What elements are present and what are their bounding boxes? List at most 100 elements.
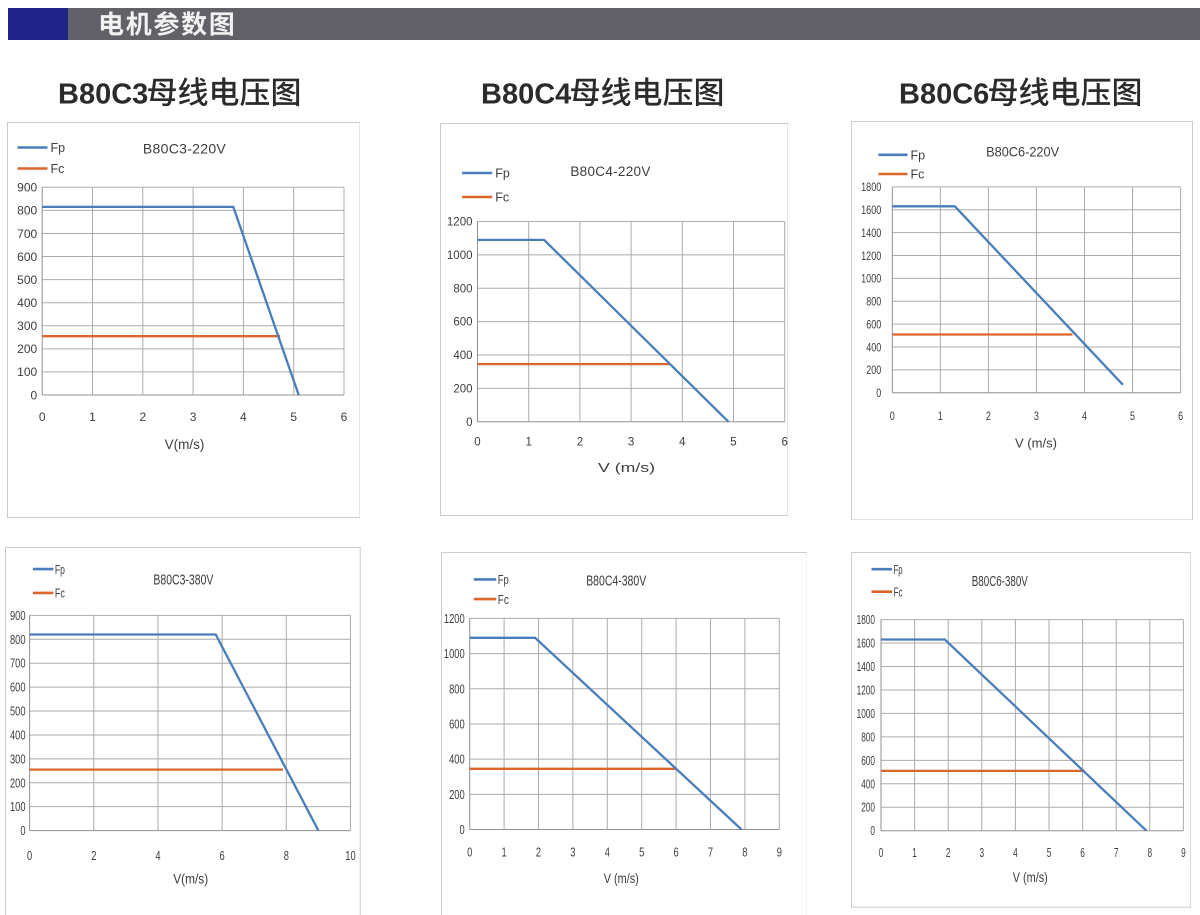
svg-text:6: 6	[673, 845, 678, 859]
svg-text:100: 100	[17, 365, 37, 379]
svg-text:6: 6	[340, 410, 347, 424]
svg-text:5: 5	[290, 410, 297, 424]
svg-text:V(m/s): V(m/s)	[173, 871, 208, 887]
svg-text:B80C6-220V: B80C6-220V	[986, 143, 1060, 159]
svg-text:B80C4-380V: B80C4-380V	[586, 573, 646, 589]
svg-text:3: 3	[627, 437, 633, 449]
svg-text:400: 400	[10, 729, 26, 743]
svg-text:4: 4	[155, 849, 160, 863]
svg-text:0: 0	[890, 409, 895, 423]
svg-text:1200: 1200	[861, 248, 881, 262]
svg-text:800: 800	[10, 633, 26, 647]
svg-text:600: 600	[453, 317, 472, 329]
svg-text:4: 4	[1013, 846, 1018, 860]
svg-text:900: 900	[17, 181, 37, 195]
svg-text:2: 2	[986, 409, 991, 423]
svg-text:0: 0	[27, 849, 32, 863]
svg-text:Fc: Fc	[497, 591, 508, 606]
svg-text:700: 700	[10, 657, 26, 671]
svg-text:0: 0	[876, 386, 881, 400]
svg-text:10: 10	[345, 849, 355, 863]
svg-text:B80C4: B80C4	[481, 79, 571, 111]
svg-text:Fp: Fp	[50, 141, 65, 155]
svg-text:600: 600	[449, 717, 465, 731]
svg-text:4: 4	[679, 437, 686, 449]
svg-text:1000: 1000	[861, 271, 881, 285]
svg-text:V (m/s): V (m/s)	[1015, 435, 1057, 450]
svg-text:0: 0	[30, 388, 37, 402]
svg-text:B80C4-220V: B80C4-220V	[570, 164, 650, 179]
svg-text:200: 200	[10, 777, 26, 791]
svg-text:4: 4	[1082, 409, 1087, 423]
svg-text:B80C6: B80C6	[899, 79, 989, 111]
svg-text:4: 4	[240, 410, 247, 424]
svg-text:B80C6-380V: B80C6-380V	[971, 574, 1027, 590]
svg-text:8: 8	[284, 849, 289, 863]
svg-text:700: 700	[17, 227, 37, 241]
svg-text:3: 3	[189, 410, 196, 424]
svg-text:1000: 1000	[446, 250, 472, 262]
svg-text:1: 1	[912, 846, 917, 860]
svg-text:800: 800	[453, 283, 472, 295]
svg-text:1400: 1400	[856, 660, 874, 674]
svg-text:Fp: Fp	[497, 572, 508, 587]
svg-text:8: 8	[1147, 846, 1152, 860]
svg-text:5: 5	[1130, 409, 1135, 423]
svg-text:7: 7	[707, 845, 712, 859]
svg-text:200: 200	[861, 801, 875, 815]
svg-text:0: 0	[870, 824, 875, 838]
svg-text:0: 0	[20, 824, 25, 838]
svg-text:800: 800	[17, 204, 37, 218]
svg-text:Fc: Fc	[495, 191, 509, 205]
svg-text:Fc: Fc	[893, 585, 902, 600]
svg-text:1200: 1200	[446, 217, 472, 229]
svg-text:600: 600	[10, 681, 26, 695]
svg-text:600: 600	[861, 754, 875, 768]
svg-text:V (m/s): V (m/s)	[1012, 869, 1047, 885]
svg-text:400: 400	[449, 752, 465, 766]
svg-text:200: 200	[453, 384, 472, 396]
svg-text:5: 5	[639, 845, 644, 859]
svg-text:Fc: Fc	[50, 162, 64, 176]
svg-text:1000: 1000	[856, 707, 874, 721]
svg-text:0: 0	[878, 846, 883, 860]
svg-text:7: 7	[1114, 846, 1119, 860]
svg-text:600: 600	[866, 317, 881, 331]
svg-text:2: 2	[576, 437, 582, 449]
svg-text:Fp: Fp	[55, 562, 65, 577]
svg-text:2: 2	[946, 846, 951, 860]
svg-text:Fp: Fp	[893, 562, 902, 577]
svg-text:400: 400	[866, 340, 881, 354]
svg-text:400: 400	[861, 778, 875, 792]
svg-text:6: 6	[219, 849, 224, 863]
svg-text:1: 1	[938, 409, 943, 423]
svg-text:V (m/s): V (m/s)	[603, 869, 638, 885]
svg-text:Fp: Fp	[495, 167, 510, 181]
svg-text:1: 1	[501, 845, 506, 859]
svg-text:1600: 1600	[856, 637, 874, 651]
svg-text:1000: 1000	[443, 647, 464, 661]
svg-text:800: 800	[861, 731, 875, 745]
svg-text:Fc: Fc	[911, 167, 925, 181]
svg-text:200: 200	[17, 342, 37, 356]
svg-text:1800: 1800	[861, 180, 881, 194]
svg-text:200: 200	[449, 787, 465, 801]
svg-text:6: 6	[1178, 409, 1183, 423]
svg-text:V(m/s): V(m/s)	[164, 437, 204, 452]
svg-text:2: 2	[535, 845, 540, 859]
svg-text:5: 5	[1046, 846, 1051, 860]
svg-text:400: 400	[17, 296, 37, 310]
svg-text:200: 200	[866, 363, 881, 377]
svg-text:1600: 1600	[861, 203, 881, 217]
svg-text:300: 300	[17, 319, 37, 333]
svg-text:0: 0	[467, 845, 472, 859]
svg-text:100: 100	[10, 801, 26, 815]
svg-text:6: 6	[1080, 846, 1085, 860]
svg-text:1200: 1200	[856, 684, 874, 698]
svg-text:800: 800	[866, 294, 881, 308]
svg-text:800: 800	[449, 682, 465, 696]
svg-text:400: 400	[453, 350, 472, 362]
svg-text:Fc: Fc	[55, 586, 65, 601]
svg-text:9: 9	[776, 845, 781, 859]
svg-text:0: 0	[466, 417, 472, 429]
